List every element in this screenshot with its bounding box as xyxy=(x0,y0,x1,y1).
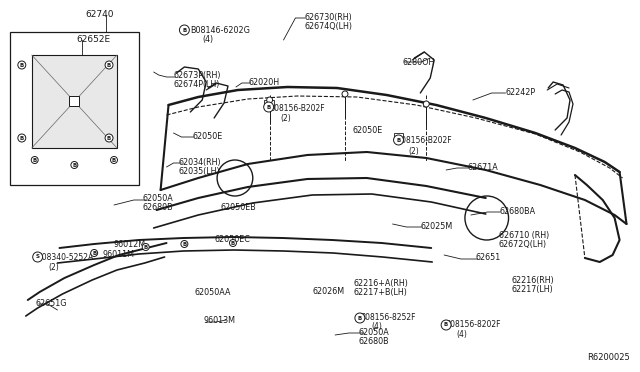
Text: 62050EB: 62050EB xyxy=(220,203,256,212)
Circle shape xyxy=(355,313,365,323)
Text: B: B xyxy=(72,163,76,167)
Text: B: B xyxy=(358,315,362,321)
Bar xyxy=(32,55,117,148)
Text: 62680BA: 62680BA xyxy=(500,207,536,216)
Text: 96011M: 96011M xyxy=(102,250,134,259)
Text: 62217(LH): 62217(LH) xyxy=(511,285,553,294)
Bar xyxy=(394,133,403,141)
Text: 62026M: 62026M xyxy=(312,287,344,296)
Text: 62050A: 62050A xyxy=(143,194,173,203)
Text: 62217+B(LH): 62217+B(LH) xyxy=(354,288,408,297)
Text: B: B xyxy=(182,241,186,247)
Text: B: B xyxy=(182,28,186,32)
Text: 6280OH: 6280OH xyxy=(403,58,435,67)
Text: 62680B: 62680B xyxy=(143,203,173,212)
Text: S: S xyxy=(36,254,40,260)
Circle shape xyxy=(423,101,429,107)
Text: B: B xyxy=(33,157,37,163)
Text: B: B xyxy=(107,62,111,67)
Bar xyxy=(10,32,139,185)
Text: 62050A: 62050A xyxy=(359,328,390,337)
Text: 62025M: 62025M xyxy=(420,222,452,231)
Text: (4): (4) xyxy=(372,322,383,331)
Circle shape xyxy=(105,61,113,69)
Circle shape xyxy=(18,61,26,69)
Text: B: B xyxy=(231,241,235,246)
Text: B: B xyxy=(266,105,271,109)
Text: B: B xyxy=(112,157,116,163)
Text: 62216+A(RH): 62216+A(RH) xyxy=(354,279,409,288)
Text: B: B xyxy=(396,138,401,142)
Text: 62216(RH): 62216(RH) xyxy=(511,276,554,285)
Circle shape xyxy=(181,241,188,247)
Circle shape xyxy=(33,252,43,262)
Text: S08340-5252A: S08340-5252A xyxy=(38,253,94,262)
Text: 62674P(LH): 62674P(LH) xyxy=(173,80,220,89)
Circle shape xyxy=(18,134,26,142)
Text: 62671A: 62671A xyxy=(468,163,499,172)
Text: B08156-B202F: B08156-B202F xyxy=(397,136,452,145)
Text: (2): (2) xyxy=(49,263,60,272)
Text: B: B xyxy=(20,135,24,141)
Text: B: B xyxy=(143,244,148,250)
Text: B08146-6202G: B08146-6202G xyxy=(190,26,250,35)
Text: R6200025: R6200025 xyxy=(587,353,630,362)
Text: 62652E: 62652E xyxy=(76,35,111,44)
Bar xyxy=(69,96,79,106)
Text: 62672Q(LH): 62672Q(LH) xyxy=(499,240,547,249)
Text: (4): (4) xyxy=(202,35,213,44)
Circle shape xyxy=(91,250,98,257)
Text: 62680B: 62680B xyxy=(359,337,390,346)
Text: 96013M: 96013M xyxy=(204,316,236,325)
Text: B: B xyxy=(107,135,111,141)
Text: B: B xyxy=(92,250,96,256)
Text: 62050E: 62050E xyxy=(192,132,223,141)
Text: 62034(RH): 62034(RH) xyxy=(179,158,221,167)
Circle shape xyxy=(105,134,113,142)
Circle shape xyxy=(264,102,274,112)
Text: B08156-B202F: B08156-B202F xyxy=(269,104,325,113)
Text: B: B xyxy=(20,62,24,67)
Circle shape xyxy=(394,135,403,145)
Text: B08156-8202F: B08156-8202F xyxy=(445,320,500,329)
Text: 62673P(RH): 62673P(RH) xyxy=(173,71,221,80)
Circle shape xyxy=(179,25,189,35)
Text: 62740: 62740 xyxy=(86,10,115,19)
Text: 62651G: 62651G xyxy=(36,299,67,308)
Text: 96012M: 96012M xyxy=(113,240,145,249)
Text: 626710 (RH): 626710 (RH) xyxy=(499,231,549,240)
Text: 62674Q(LH): 62674Q(LH) xyxy=(305,22,353,31)
Text: 62242P: 62242P xyxy=(506,88,536,97)
Text: 62020H: 62020H xyxy=(249,78,280,87)
Text: B08156-8252F: B08156-8252F xyxy=(360,313,415,322)
Text: (2): (2) xyxy=(408,147,419,156)
Text: 62050AA: 62050AA xyxy=(195,288,231,297)
Text: 62050EC: 62050EC xyxy=(214,235,250,244)
Circle shape xyxy=(230,240,236,247)
Bar xyxy=(264,100,274,108)
Text: 62651: 62651 xyxy=(476,253,501,262)
Circle shape xyxy=(267,97,273,103)
Circle shape xyxy=(111,157,118,164)
Circle shape xyxy=(142,244,149,250)
Text: (4): (4) xyxy=(456,330,467,339)
Circle shape xyxy=(31,157,38,164)
Text: B: B xyxy=(444,323,448,327)
Text: (2): (2) xyxy=(280,114,291,123)
Text: 62035(LH): 62035(LH) xyxy=(179,167,220,176)
Circle shape xyxy=(342,91,348,97)
Text: 626730(RH): 626730(RH) xyxy=(305,13,352,22)
Text: 62050E: 62050E xyxy=(353,126,383,135)
Circle shape xyxy=(441,320,451,330)
Circle shape xyxy=(71,161,78,169)
